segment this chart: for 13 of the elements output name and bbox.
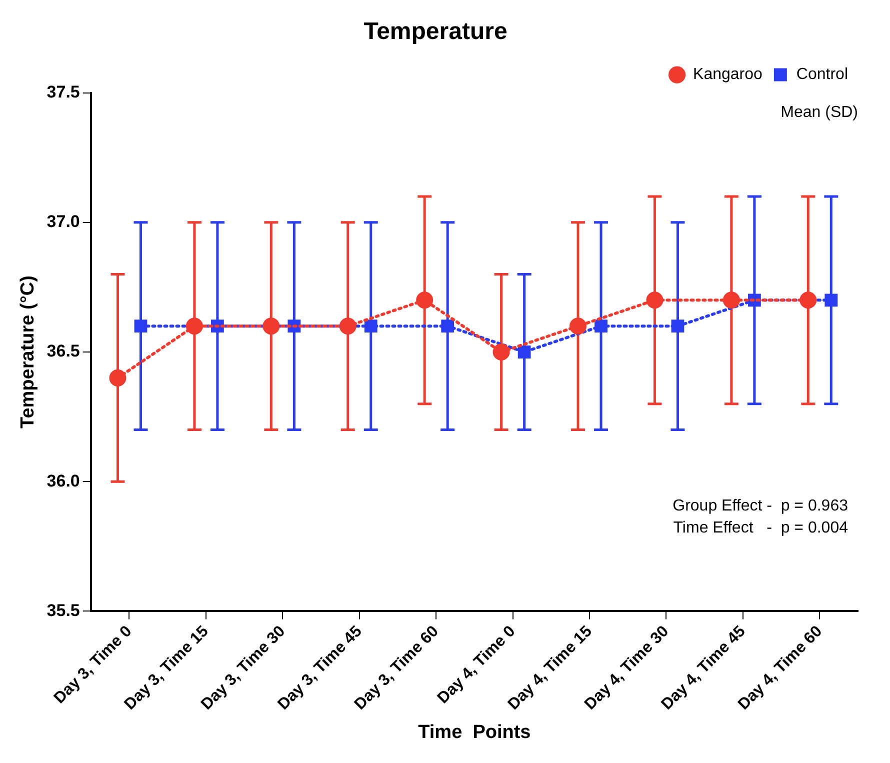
annotation: Time Effect - p = 0.004 — [673, 520, 848, 537]
legend-label: Control — [796, 66, 848, 84]
y-tick-label: 37.5 — [46, 82, 80, 102]
y-tick-label: 36.5 — [46, 342, 80, 361]
legend-label: Kangaroo — [693, 66, 763, 84]
annotation: Group Effect - p = 0.963 — [672, 498, 848, 515]
x-axis-title: Time Points — [418, 722, 531, 743]
y-tick-label: 35.5 — [46, 600, 80, 620]
y-axis-title: Temperature (°C) — [18, 276, 39, 428]
annotation: Mean (SD) — [780, 104, 858, 122]
y-tick-label: 37.0 — [46, 212, 80, 232]
y-tick-label: 36.0 — [46, 471, 80, 490]
chart-title: Temperature — [364, 18, 508, 46]
